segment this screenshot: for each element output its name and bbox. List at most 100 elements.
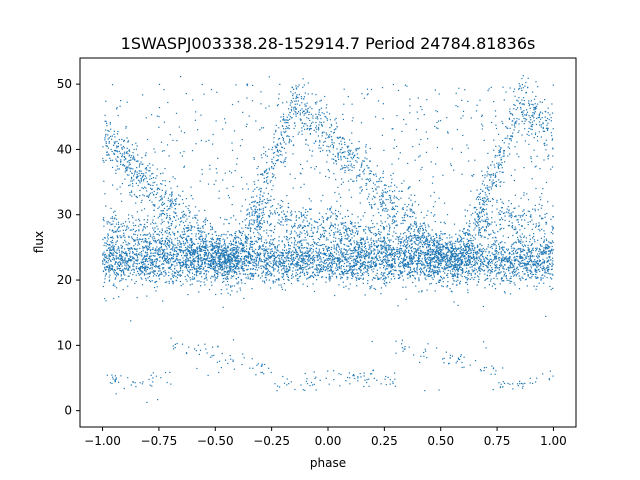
data-point [516, 256, 519, 258]
data-point [500, 159, 502, 161]
data-point [113, 257, 115, 260]
data-point [456, 360, 458, 362]
data-point [460, 251, 462, 253]
data-point [303, 123, 305, 125]
data-point [122, 251, 124, 253]
data-point [230, 233, 232, 236]
data-point [382, 256, 384, 258]
data-point [340, 155, 342, 157]
data-point [527, 267, 529, 269]
data-point [217, 255, 219, 257]
data-point [259, 234, 261, 236]
data-point [459, 244, 461, 246]
data-point [298, 259, 300, 261]
data-point [530, 251, 532, 253]
data-point [552, 263, 554, 265]
data-point [341, 236, 343, 238]
data-point [245, 239, 247, 241]
data-point [382, 118, 384, 120]
data-point [390, 174, 392, 177]
data-point [481, 269, 483, 271]
data-point [187, 264, 189, 266]
data-point [464, 246, 466, 248]
data-point [251, 275, 253, 277]
data-point [385, 247, 387, 249]
data-point [110, 264, 112, 266]
data-point [384, 188, 386, 190]
data-point [264, 264, 266, 266]
data-point [270, 255, 272, 258]
data-point [459, 257, 462, 259]
data-point [225, 234, 227, 236]
data-point [411, 238, 413, 240]
data-point [107, 130, 109, 132]
data-point [238, 270, 240, 273]
data-point [169, 200, 171, 202]
data-point [345, 256, 347, 258]
data-point [479, 212, 481, 214]
data-point [531, 121, 533, 123]
data-point [119, 235, 121, 237]
data-point [160, 253, 162, 255]
data-point [200, 281, 202, 283]
data-point [287, 239, 289, 241]
data-point [349, 248, 351, 250]
data-point [201, 257, 203, 259]
data-point [128, 259, 131, 261]
data-point [230, 244, 232, 246]
data-point [432, 253, 434, 256]
data-point [417, 239, 419, 242]
data-point [299, 249, 301, 251]
data-point [387, 209, 389, 211]
data-point [141, 253, 143, 255]
data-point [353, 248, 355, 250]
data-point [213, 265, 215, 268]
data-point [119, 105, 121, 107]
data-point [368, 267, 370, 269]
data-point [524, 140, 526, 142]
data-point [292, 144, 294, 146]
data-point [498, 167, 500, 170]
data-point [483, 341, 485, 343]
data-point [109, 255, 111, 257]
data-point [189, 239, 191, 241]
data-point [173, 233, 175, 235]
data-point [538, 282, 540, 284]
data-point [248, 248, 251, 250]
data-point [401, 261, 403, 264]
data-point [361, 272, 363, 275]
data-point [552, 274, 554, 276]
data-point [366, 251, 368, 253]
data-point [540, 111, 542, 113]
data-point [311, 243, 313, 246]
data-point [131, 191, 133, 193]
data-point [305, 123, 307, 125]
data-point [355, 273, 357, 275]
data-point [432, 206, 435, 208]
data-point [247, 278, 249, 280]
data-point [366, 238, 368, 240]
data-point [312, 251, 314, 253]
data-point [457, 238, 459, 241]
data-point [357, 230, 359, 232]
data-point [116, 151, 119, 153]
data-point [278, 240, 280, 242]
data-point [173, 348, 175, 350]
data-point [156, 280, 158, 283]
data-point [207, 271, 210, 273]
data-point [121, 200, 123, 202]
data-point [184, 242, 187, 244]
data-point [454, 240, 457, 242]
data-point [166, 230, 168, 232]
data-point [116, 230, 118, 232]
data-point [265, 170, 267, 172]
data-point [217, 157, 219, 159]
data-point [116, 275, 118, 277]
data-point [169, 219, 171, 221]
data-point [328, 232, 330, 234]
data-point [551, 252, 553, 254]
data-point [545, 253, 547, 255]
data-point [162, 263, 164, 265]
data-point [310, 113, 312, 115]
data-point [255, 261, 257, 263]
